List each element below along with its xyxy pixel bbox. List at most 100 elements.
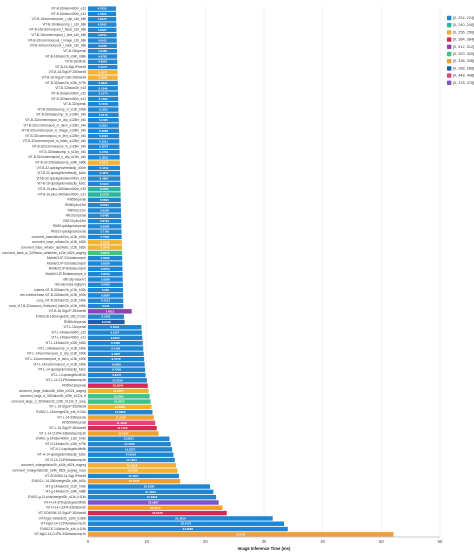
y-tick-label: RN101/yfcc15m: [63, 219, 86, 223]
bar: [88, 240, 122, 245]
y-tick-label: ViT-SO400M-14-SigLIP/webli: [45, 474, 87, 478]
y-tick-label: convnext_base_w_320/laion_aesthetic_s13b…: [2, 251, 86, 255]
value-label: 5.1049: [99, 86, 108, 90]
y-tick-label: ViT-g-14/laion2b_s12b_b42k: [45, 484, 86, 488]
y-tick-label: ViT-B-32/datacomp_xl_s13b_b90k: [37, 107, 86, 111]
y-tick-label: convnext_xxlarge/laion2b_s34b_b82k_augre…: [12, 468, 86, 472]
bar: [88, 468, 178, 473]
bar: [88, 102, 119, 107]
bar: [88, 117, 119, 123]
bar: [88, 128, 120, 134]
value-label: 15.4871: [128, 474, 139, 478]
bar: [88, 160, 120, 165]
y-tick-label: RN50x64/openai: [62, 421, 86, 425]
value-label: 5.1274: [99, 92, 108, 96]
x-axis-title: Image Inference Time (ms): [238, 546, 291, 551]
bar: [88, 314, 124, 319]
value-label: 4.9235: [98, 44, 107, 48]
legend-label: [0, 256, 256]: [453, 30, 474, 34]
bar: [88, 473, 179, 479]
y-tick-label: ViT-B-16-SigLIP-i18n-256/webli: [42, 76, 87, 80]
value-label: 9.5779: [112, 357, 121, 361]
value-label: 5.9887: [101, 293, 110, 297]
bar: [88, 22, 117, 27]
y-tick-label: ViT-L-14-CLIPA/datacomp1b: [46, 378, 87, 382]
bar: [88, 91, 119, 96]
value-label: 5.3537: [99, 145, 108, 149]
y-tick-label: ViT-B-32/commonpool_m_text_s128m_b4k: [25, 134, 86, 138]
y-tick-label: ViT-B-16/openai: [63, 49, 86, 53]
y-tick-label: ViT-B-16-plus-240/laion400m_e32: [38, 187, 87, 191]
y-tick-label: MobileCLIP-S2/datacompdr: [47, 261, 87, 265]
bar: [88, 489, 214, 495]
y-tick-label: ViT-B-32/datacomp_s_s13m_b4k: [39, 150, 86, 154]
value-label: 22.2807: [148, 500, 159, 504]
value-label: 5.3764: [99, 150, 108, 154]
y-tick-label: ViT-B-32-quickgelu/metaclip_400m: [37, 166, 87, 170]
y-tick-label: ViT-B-16/commonpool_l_basic_s1b_b8k: [29, 28, 86, 32]
y-tick-label: ViT-B-16/laion400m_e32: [51, 6, 86, 10]
bar: [88, 123, 119, 128]
y-tick-label: ViT-L-14/openai: [64, 325, 87, 329]
value-label: 9.1034: [110, 325, 119, 329]
y-tick-label: ViT-H-14-quickgelu/dfn5b: [50, 447, 86, 451]
value-label: 5.3311: [99, 139, 108, 143]
y-tick-label: ViT-B-16-SigLIP-384/webli: [49, 309, 87, 313]
bar: [88, 463, 177, 468]
y-tick-label: ViT-B-16/commonpool_l_text_s1b_b8k: [31, 33, 86, 37]
value-label: 5.8299: [101, 256, 110, 260]
bar: [88, 340, 143, 346]
x-tick-label: 20: [203, 539, 208, 544]
y-tick-label: coca_ViT-B-32/laion2b_s13b_b90k: [37, 299, 87, 303]
bar: [88, 372, 146, 378]
value-label: 14.7904: [126, 458, 137, 462]
x-tick-label: 50: [379, 539, 384, 544]
y-tick-label: ViT-L-14-quickgelu/dfn2b: [51, 373, 87, 377]
legend-swatch: [447, 37, 452, 42]
legend-swatch: [447, 15, 452, 21]
value-label: 10.6673: [114, 400, 125, 404]
y-tick-label: ViT-L-14/laion400m_e31: [51, 336, 86, 340]
y-tick-label: ViT-g-14/laion2b_s34b_b88k: [45, 490, 86, 494]
value-label: 5.5578: [100, 192, 109, 196]
bar: [88, 112, 119, 118]
bar: [88, 186, 121, 192]
value-label: 5.4671: [100, 171, 109, 175]
value-label: 5.9433: [101, 283, 110, 287]
value-label: 22.9153: [150, 506, 161, 510]
bar: [88, 224, 122, 229]
bar: [88, 38, 117, 43]
value-label: 5.2631: [99, 123, 108, 127]
value-label: 5.8526: [101, 262, 110, 266]
value-label: 11.2105: [116, 415, 127, 419]
bar: [88, 452, 174, 457]
bar: [88, 32, 117, 38]
value-label: 10.1842: [113, 384, 124, 388]
bar: [88, 192, 121, 197]
bar: [88, 319, 125, 325]
value-label: 10.8284: [115, 405, 126, 409]
y-tick-label: convnext_large_d_320/laion2b_s29b_b131k_…: [11, 399, 86, 403]
bar: [88, 431, 159, 436]
value-label: 9.4196: [111, 346, 120, 350]
value-label: 52.078: [236, 532, 245, 536]
y-tick-label: ViT-B-16-SigLIP/webli: [55, 65, 86, 69]
value-label: 5.4217: [99, 161, 108, 165]
bar: [88, 309, 132, 314]
bar: [88, 208, 122, 213]
value-label: 9.7359: [112, 368, 121, 372]
value-label: 4.7903: [98, 12, 107, 16]
y-tick-label: ViT-H-14-quickgelu/metaclip_fullcc: [37, 453, 86, 457]
y-tick-label: ViT-L-14/laion400m_e32: [51, 330, 86, 334]
bar: [88, 271, 123, 277]
value-label: 21.3624: [145, 490, 156, 494]
bar: [88, 282, 123, 288]
y-tick-label: ViT-B-32/commonpool_m_basic_s128m_b4k: [23, 139, 87, 143]
y-tick-label: ViT-bigG-14-CLIPA-336/datacomp1b: [34, 532, 86, 536]
bar: [88, 133, 120, 139]
legend-swatch: [447, 59, 452, 64]
y-tick-label: ViT-L-14-336/openai: [57, 415, 86, 419]
bar: [88, 229, 122, 234]
y-tick-label: ViT-B-16/commonpool_l_laion_s1b_b8k: [30, 44, 87, 48]
bar: [88, 218, 122, 224]
